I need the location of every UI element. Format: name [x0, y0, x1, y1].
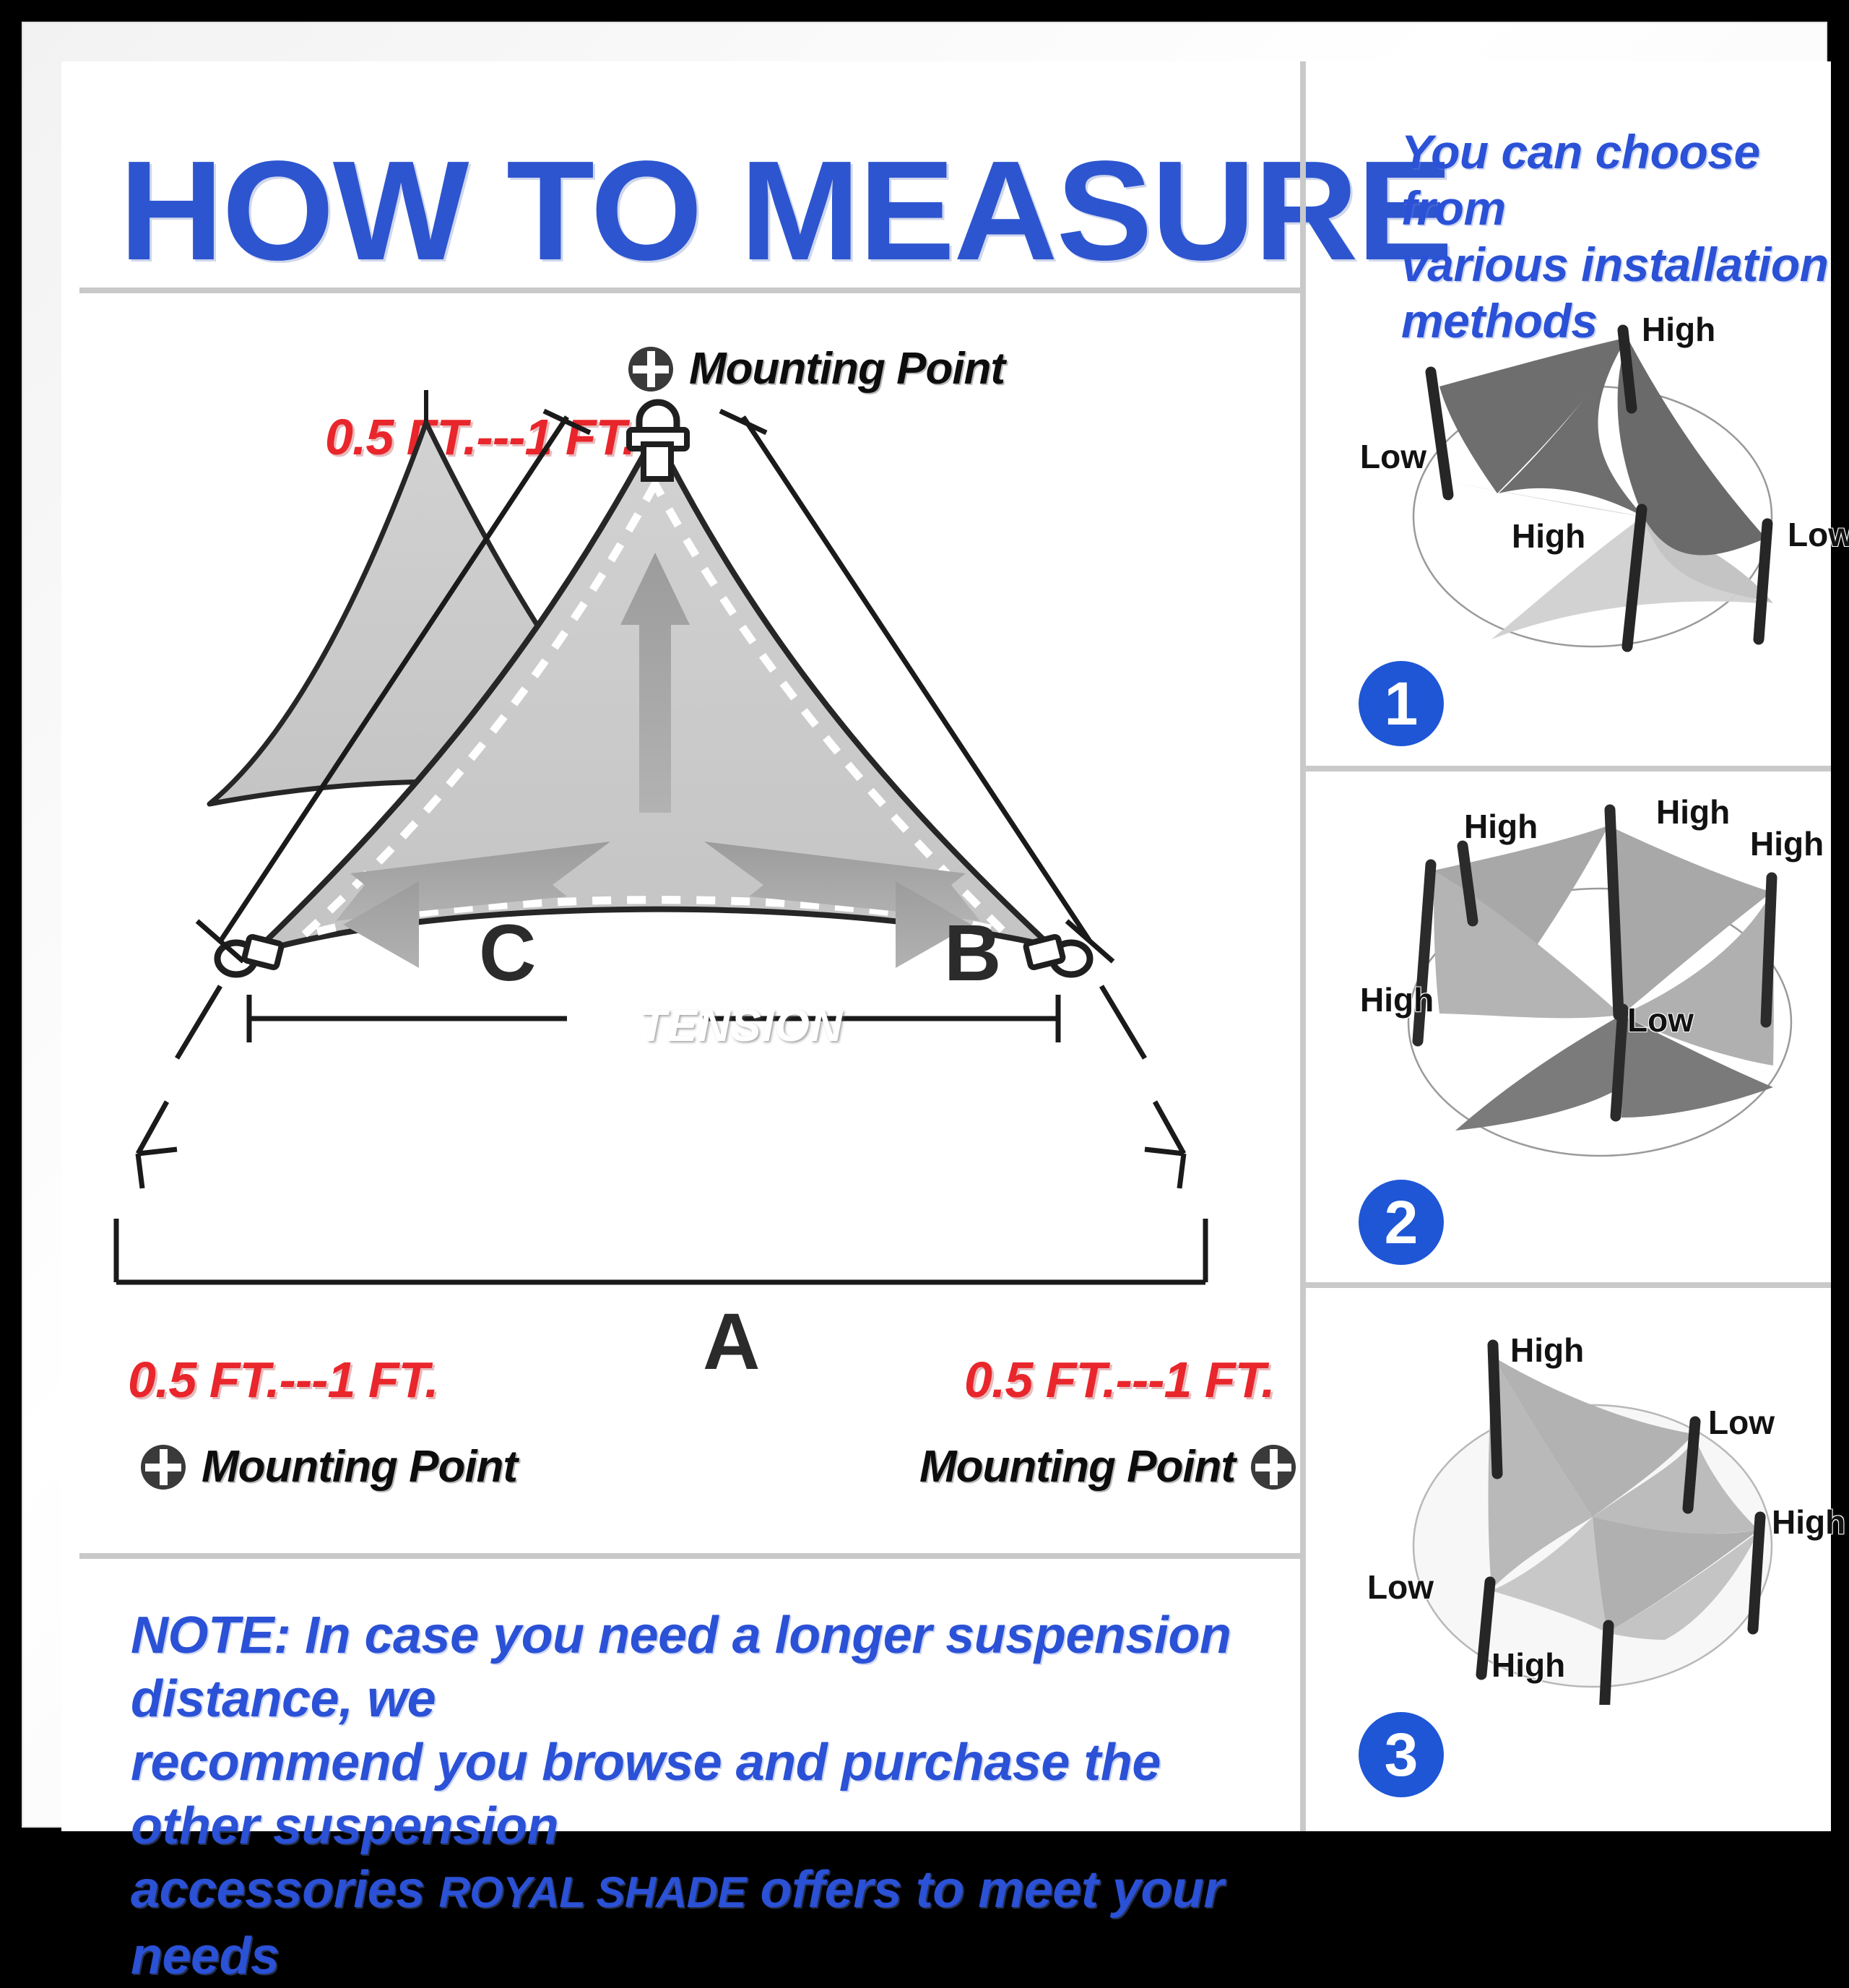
overall-bracket-bottom: [113, 1219, 1208, 1285]
post-label-3-3: High: [1772, 1503, 1846, 1541]
note-line-1: NOTE: In case you need a longer suspensi…: [131, 1607, 1231, 1728]
post-label-1-3: High: [1512, 517, 1586, 555]
divider-panel-1-2: [1306, 766, 1831, 772]
mounting-point-bottom-right: Mounting Point: [919, 1441, 1296, 1492]
page-title: HOW TO MEASURE: [119, 128, 1453, 294]
mounting-point-top: Mounting Point: [628, 343, 1005, 394]
poster-frame: HOW TO MEASURE Mounting Point 0.5 FT.---…: [22, 22, 1849, 1985]
right-heading-line-3: methods: [1401, 294, 1598, 347]
side-label-c: C: [479, 909, 537, 998]
step-badge-1: 1: [1359, 661, 1444, 746]
right-column-heading: You can choose from various installation…: [1401, 124, 1835, 349]
mounting-point-label-bottom-right: Mounting Point: [919, 1442, 1236, 1492]
dimension-line-a: [246, 995, 1061, 1042]
installation-diagram-1: [1412, 324, 1773, 652]
post-label-2-4: High: [1360, 981, 1434, 1019]
crosshair-plus-icon: [628, 346, 673, 392]
divider-vertical-main: [1300, 61, 1306, 1831]
distance-label-bottom-right: 0.5 FT.---1 FT.: [964, 1352, 1276, 1408]
mounting-point-bottom-left: Mounting Point: [141, 1441, 518, 1492]
note-line-2: recommend you browse and purchase the ot…: [131, 1734, 1161, 1855]
installation-diagram-3: [1412, 1339, 1773, 1705]
leader-lines-bottom: [135, 985, 1187, 1189]
mounting-point-label-top: Mounting Point: [689, 344, 1005, 394]
d-ring-apex: [626, 399, 690, 482]
note-block: NOTE: In case you need a longer suspensi…: [131, 1604, 1286, 1988]
installation-panel-1: Low High High Low 1: [1354, 300, 1849, 766]
post-label-3-2: Low: [1708, 1404, 1775, 1441]
post-label-1-4: Low: [1788, 516, 1849, 553]
post-label-2-3: High: [1750, 825, 1824, 863]
post-label-3-4: Low: [1367, 1568, 1434, 1606]
distance-label-top: 0.5 FT.---1 FT.: [325, 409, 636, 465]
installation-panel-3: High Low High Low High 3: [1354, 1300, 1849, 1806]
installation-panel-2: High High High High Low 2: [1354, 784, 1849, 1282]
crosshair-plus-icon: [141, 1444, 186, 1490]
post-label-2-5: Low: [1627, 1001, 1694, 1039]
right-heading-line-1: You can choose from: [1401, 125, 1760, 235]
divider-note-top: [79, 1553, 1300, 1559]
dimension-line-c: [195, 408, 592, 964]
right-heading-line-2: various installation: [1401, 238, 1829, 291]
side-label-b: B: [944, 909, 1002, 998]
mounting-point-label-bottom-left: Mounting Point: [202, 1442, 518, 1492]
poster-root: HOW TO MEASURE Mounting Point 0.5 FT.---…: [22, 22, 1849, 1985]
tension-label: TENSION: [639, 1001, 844, 1051]
distance-label-bottom-left: 0.5 FT.---1 FT.: [128, 1352, 439, 1408]
post-label-2-1: High: [1464, 808, 1538, 845]
post-label-2-2: High: [1656, 793, 1731, 831]
d-ring-bottom-right: [1023, 934, 1094, 978]
dimension-line-b: [719, 408, 1115, 964]
step-badge-2: 2: [1359, 1180, 1444, 1265]
poster-sheet: HOW TO MEASURE Mounting Point 0.5 FT.---…: [61, 61, 1849, 1985]
post-label-1-2: High: [1642, 311, 1716, 348]
post-label-3-1: High: [1510, 1331, 1585, 1369]
post-label-3-5: High: [1491, 1646, 1566, 1684]
shade-sail-triangle-diagram: [113, 399, 1208, 1285]
post-label-1-1: Low: [1360, 438, 1426, 475]
crosshair-plus-icon: [1251, 1444, 1296, 1490]
d-ring-bottom-left: [214, 934, 285, 978]
divider-panel-2-3: [1306, 1282, 1831, 1288]
note-line-3: accessories ROYAL SHADE offers to meet y…: [131, 1858, 1286, 1988]
step-badge-3: 3: [1359, 1712, 1444, 1797]
divider-title-bottom: [79, 288, 1300, 293]
brand-name: ROYAL SHADE: [438, 1868, 747, 1916]
page-title-text: HOW TO MEASURE: [119, 131, 1453, 290]
note-line-3-pre: accessories: [131, 1861, 439, 1919]
installation-diagram-2: [1407, 804, 1793, 1157]
side-label-a: A: [703, 1297, 761, 1386]
